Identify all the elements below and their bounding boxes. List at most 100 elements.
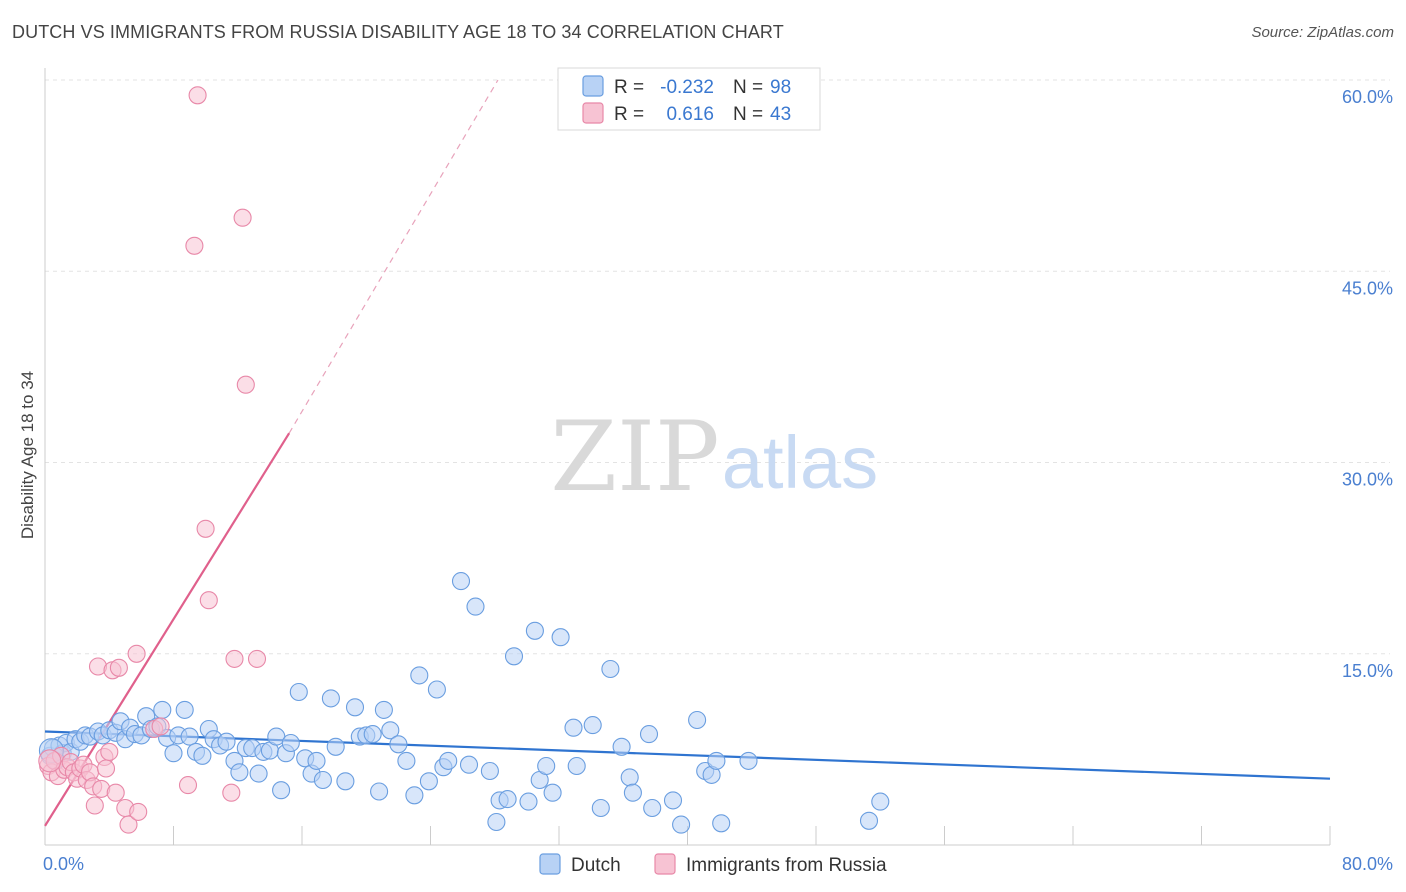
- russia-point: [185, 236, 204, 255]
- russia-point: [85, 796, 104, 815]
- russia-legend-swatch: [582, 102, 604, 124]
- dutch-point: [623, 783, 642, 802]
- russia-point: [96, 759, 116, 778]
- x-tick-label-min: 0.0%: [43, 854, 84, 874]
- dutch-point: [620, 768, 639, 787]
- dutch-point: [321, 689, 340, 708]
- dutch-point: [564, 718, 583, 737]
- russia-n-label: N =: [733, 104, 763, 125]
- dutch-point: [405, 786, 424, 805]
- dutch-point: [326, 737, 345, 756]
- russia-point: [236, 375, 255, 394]
- dutch-point: [307, 751, 326, 770]
- source-credit: Source: ZipAtlas.com: [1251, 24, 1394, 41]
- russia-trend-extension: [288, 79, 499, 434]
- dutch-n-value: 98: [770, 77, 791, 98]
- russia-point: [106, 783, 125, 802]
- russia-r-value: 0.616: [666, 104, 714, 125]
- russia-point: [127, 644, 146, 663]
- correlation-legend: R = -0.232 N = 98 R = 0.616 N = 43: [557, 67, 821, 131]
- dutch-point: [639, 725, 659, 744]
- dutch-point: [193, 746, 212, 765]
- y-tick-label-60: 60.0%: [1342, 87, 1393, 107]
- dutch-point: [525, 621, 544, 640]
- dutch-point: [480, 761, 499, 781]
- watermark-atlas: atlas: [722, 421, 878, 504]
- russia-point: [38, 749, 62, 773]
- russia-n-value: 43: [770, 104, 791, 125]
- dutch-point: [672, 815, 691, 834]
- dutch-point: [427, 680, 446, 699]
- russia-point: [109, 658, 128, 677]
- dutch-point: [153, 700, 172, 719]
- dutch-point: [389, 735, 408, 754]
- dutch-point: [419, 772, 438, 791]
- y-tick-label-30: 30.0%: [1342, 470, 1393, 490]
- y-tick-label-45: 45.0%: [1342, 278, 1393, 298]
- dutch-point: [272, 781, 291, 800]
- chart-title: DUTCH VS IMMIGRANTS FROM RUSSIA DISABILI…: [12, 22, 784, 42]
- russia-point: [100, 742, 119, 761]
- gridlines: [45, 79, 1390, 655]
- russia-point: [247, 649, 267, 668]
- russia-points: [38, 86, 267, 834]
- russia-bottom-swatch: [654, 853, 676, 875]
- dutch-point: [688, 710, 707, 730]
- dutch-point: [543, 783, 562, 802]
- russia-point: [233, 208, 252, 227]
- russia-r-label: R =: [614, 104, 644, 125]
- dutch-point: [217, 732, 236, 751]
- y-axis-label: Disability Age 18 to 34: [18, 371, 37, 539]
- dutch-point: [871, 792, 890, 811]
- russia-point: [119, 815, 138, 834]
- watermark: ZIP atlas: [550, 401, 878, 513]
- russia-point: [199, 591, 218, 610]
- russia-point: [222, 783, 241, 802]
- dutch-point: [583, 716, 602, 735]
- dutch-point: [230, 763, 249, 782]
- dutch-legend-swatch: [582, 75, 604, 97]
- dutch-point: [249, 764, 268, 783]
- dutch-bottom-label: Dutch: [571, 855, 621, 876]
- dutch-point: [663, 791, 683, 810]
- russia-bottom-label: Immigrants from Russia: [686, 855, 887, 876]
- dutch-point: [504, 647, 524, 666]
- dutch-point: [707, 751, 726, 770]
- dutch-point: [289, 682, 308, 702]
- dutch-point: [336, 772, 355, 791]
- dutch-bottom-swatch: [539, 853, 561, 875]
- axes: [44, 68, 1331, 846]
- dutch-point: [345, 698, 365, 717]
- dutch-point: [643, 798, 662, 818]
- dutch-point: [712, 814, 731, 833]
- dutch-point: [551, 628, 570, 647]
- dutch-point: [451, 572, 471, 591]
- dutch-point: [164, 744, 183, 763]
- dutch-r-label: R =: [614, 77, 644, 98]
- dutch-point: [313, 770, 332, 790]
- dutch-point: [397, 751, 416, 770]
- dutch-n-label: N =: [733, 77, 763, 98]
- dutch-point: [466, 597, 485, 616]
- russia-point: [225, 649, 244, 668]
- dutch-point: [859, 811, 879, 830]
- dutch-point: [498, 790, 517, 809]
- dutch-point: [410, 666, 429, 685]
- dutch-point: [739, 751, 758, 770]
- dutch-trend-line: [44, 730, 1331, 780]
- dutch-point: [519, 792, 538, 811]
- dutch-point: [591, 798, 610, 818]
- dutch-point: [601, 659, 620, 679]
- dutch-point: [374, 700, 393, 719]
- russia-point: [178, 776, 198, 795]
- watermark-zip: ZIP: [550, 401, 719, 513]
- dutch-point: [363, 725, 382, 744]
- dutch-point: [439, 751, 458, 770]
- russia-point: [196, 519, 215, 538]
- dutch-point: [612, 737, 631, 756]
- dutch-points: [38, 572, 890, 834]
- russia-point: [129, 802, 148, 821]
- y-tick-label-15: 15.0%: [1342, 661, 1393, 681]
- tick-labels: 15.0% 30.0% 45.0% 60.0% 0.0% 80.0%: [43, 87, 1393, 874]
